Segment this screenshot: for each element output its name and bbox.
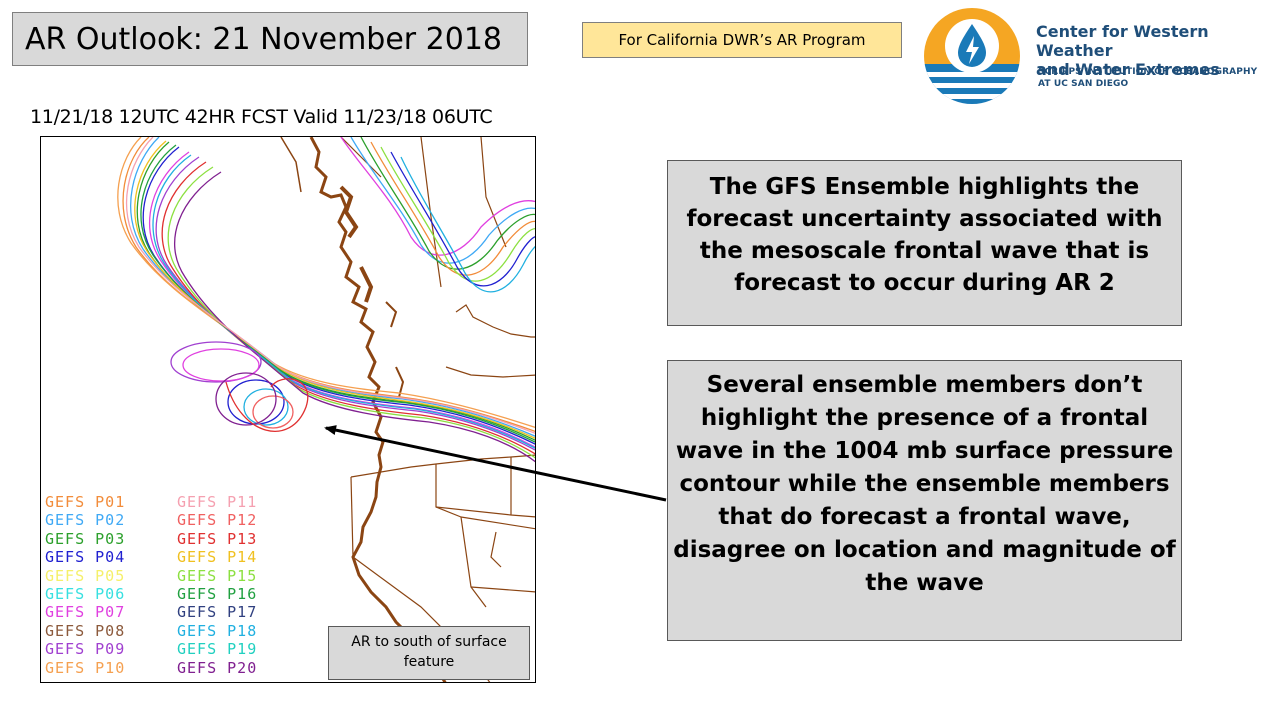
legend-entry: GEFS P04	[45, 548, 126, 567]
legend-entry: GEFS P08	[45, 621, 126, 640]
legend-entry: GEFS P12	[177, 511, 258, 530]
legend-entry: GEFS P02	[45, 511, 126, 530]
legend-entry: GEFS P01	[45, 493, 126, 511]
ensemble-contours	[117, 137, 535, 463]
ensemble-map: GEFS P01 GEFS P02 GEFS P03 GEFS P04 GEFS…	[40, 136, 536, 683]
legend-entry: GEFS P19	[177, 640, 258, 659]
org-name: Center for Western Weather and Water Ext…	[1036, 22, 1276, 79]
slide-title: AR Outlook: 21 November 2018	[12, 12, 528, 66]
cw3e-logo	[924, 8, 1020, 104]
callout-ensemble-members: Several ensemble members don’t highlight…	[667, 360, 1182, 641]
callout-gfs-ensemble: The GFS Ensemble highlights the forecast…	[667, 160, 1182, 326]
legend-entry: GEFS P03	[45, 529, 126, 548]
forecast-valid-line: 11/21/18 12UTC 42HR FCST Valid 11/23/18 …	[30, 106, 493, 128]
legend-entry: GEFS P20	[177, 658, 258, 677]
org-sub-line2: AT UC SAN DIEGO	[1038, 79, 1129, 89]
legend-entry: GEFS P10	[45, 658, 126, 677]
legend-entry: GEFS P05	[45, 566, 126, 585]
ar-note-box: AR to south of surface feature	[328, 626, 530, 680]
legend-entry: GEFS P15	[177, 566, 258, 585]
legend-entry: GEFS P11	[177, 493, 258, 511]
org-name-line1: Center for Western Weather	[1036, 22, 1209, 60]
legend-column-2: GEFS P11 GEFS P12 GEFS P13 GEFS P14 GEFS…	[177, 493, 257, 677]
program-tag: For California DWR’s AR Program	[582, 22, 902, 58]
org-subtitle: SCRIPPS INSTITUTION OF OCEANOGRAPHY AT U…	[1038, 66, 1278, 90]
org-sub-line1: SCRIPPS INSTITUTION OF OCEANOGRAPHY	[1038, 67, 1258, 77]
state-boundaries	[340, 137, 535, 682]
legend-entry: GEFS P18	[177, 621, 258, 640]
legend-column-1: GEFS P01 GEFS P02 GEFS P03 GEFS P04 GEFS…	[45, 493, 125, 677]
legend-entry: GEFS P07	[45, 603, 126, 622]
map-graphic	[117, 137, 535, 682]
legend-entry: GEFS P13	[177, 529, 258, 548]
legend-entry: GEFS P17	[177, 603, 258, 622]
legend-entry: GEFS P14	[177, 548, 258, 567]
legend-entry: GEFS P09	[45, 640, 126, 659]
org-name-line2: and Water Extremes	[1036, 60, 1220, 79]
legend-entry: GEFS P16	[177, 585, 258, 604]
legend-entry: GEFS P06	[45, 585, 126, 604]
coastline	[309, 137, 447, 682]
